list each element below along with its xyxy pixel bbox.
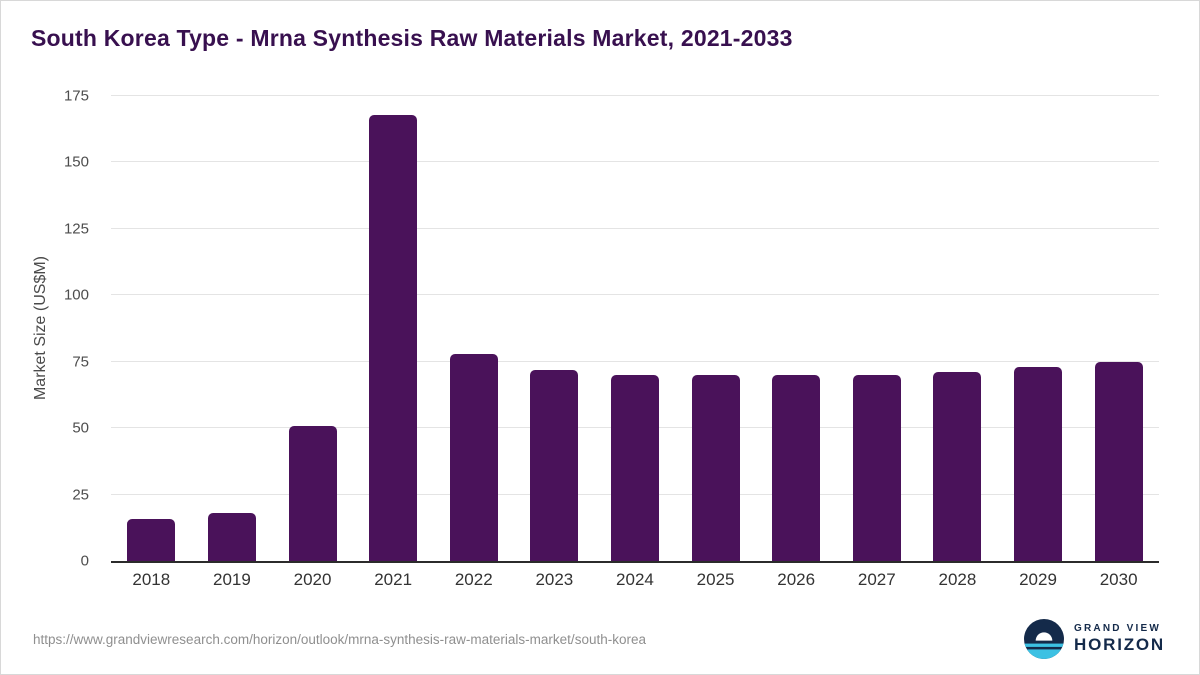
bar-2019 bbox=[207, 513, 256, 561]
source-url: https://www.grandviewresearch.com/horizo… bbox=[33, 632, 646, 647]
y-tick-label-25: 25 bbox=[72, 486, 89, 504]
x-axis-labels: 2018 2019 2020 2021 2022 2023 2024 2025 2026 2027… bbox=[111, 570, 1159, 590]
plot-area bbox=[111, 95, 1159, 563]
gridline bbox=[111, 294, 1159, 296]
x-tick-label-2027: 2027 bbox=[857, 570, 896, 589]
y-axis-title: Market Size (US$M) bbox=[32, 255, 49, 401]
bar-2025 bbox=[691, 375, 740, 561]
y-tick-label-0: 0 bbox=[80, 552, 89, 570]
chart-title: South Korea Type - Mrna Synthesis Raw Ma… bbox=[31, 25, 793, 51]
x-tick-label-2025: 2025 bbox=[696, 570, 735, 589]
y-tick-label-50: 50 bbox=[72, 419, 89, 437]
bar-slot-2025 bbox=[675, 96, 756, 561]
gridline bbox=[111, 161, 1159, 163]
gridline bbox=[111, 360, 1159, 362]
bar-2023 bbox=[530, 369, 579, 561]
logo-text-top: GRAND VIEW bbox=[1074, 623, 1162, 635]
bar-slot-2018 bbox=[111, 96, 192, 561]
x-tick-label-2028: 2028 bbox=[938, 570, 977, 589]
x-tick-label-2020: 2020 bbox=[293, 570, 332, 589]
y-tick-label-75: 75 bbox=[72, 353, 89, 371]
bar-slot-2030 bbox=[1078, 96, 1159, 561]
bar-slot-2029 bbox=[998, 96, 1079, 561]
bar-2020 bbox=[288, 425, 337, 561]
y-tick-label-175: 175 bbox=[63, 87, 89, 105]
bars bbox=[111, 96, 1159, 561]
gridline bbox=[111, 227, 1159, 229]
bar-2024 bbox=[610, 375, 659, 561]
bar-slot-2024 bbox=[595, 96, 676, 561]
bar-slot-2026 bbox=[756, 96, 837, 561]
x-tick-label-2029: 2029 bbox=[1019, 570, 1057, 589]
bar-slot-2023 bbox=[514, 96, 595, 561]
logo-text: GRAND VIEW HORIZON bbox=[1074, 623, 1165, 654]
x-tick-label-2021: 2021 bbox=[374, 570, 413, 589]
bar-2030 bbox=[1094, 361, 1143, 561]
bar-slot-2021 bbox=[353, 96, 434, 561]
y-tick-label-150: 150 bbox=[63, 153, 89, 171]
y-tick-label-100: 100 bbox=[63, 286, 89, 304]
y-axis-ticks: 0 25 50 75 100 125 150 175 bbox=[51, 88, 101, 570]
bar-slot-2022 bbox=[433, 96, 514, 561]
x-tick-label-2026: 2026 bbox=[777, 570, 816, 589]
bar-2028 bbox=[933, 372, 982, 561]
logo-text-bottom: HORIZON bbox=[1074, 634, 1165, 654]
bar-2021 bbox=[369, 114, 418, 561]
bar-slot-2019 bbox=[192, 96, 273, 561]
x-tick-label-2022: 2022 bbox=[454, 570, 493, 589]
bar-2018 bbox=[127, 518, 176, 561]
bar-2026 bbox=[772, 375, 821, 561]
y-tick-label-125: 125 bbox=[63, 220, 89, 238]
bar-2027 bbox=[852, 375, 901, 561]
bar-2022 bbox=[449, 353, 498, 561]
x-tick-label-2019: 2019 bbox=[213, 570, 251, 589]
bar-2029 bbox=[1014, 367, 1062, 561]
bar-slot-2027 bbox=[836, 96, 917, 561]
bar-slot-2020 bbox=[272, 96, 353, 561]
x-tick-label-2023: 2023 bbox=[535, 570, 574, 589]
bar-slot-2028 bbox=[917, 96, 998, 561]
x-tick-label-2030: 2030 bbox=[1099, 570, 1138, 589]
gridline bbox=[111, 95, 1159, 96]
x-tick-label-2018: 2018 bbox=[132, 570, 171, 589]
horizon-logo-icon bbox=[1024, 619, 1065, 659]
x-tick-label-2024: 2024 bbox=[616, 570, 654, 589]
grand-view-horizon-logo: GRAND VIEW HORIZON bbox=[1024, 619, 1165, 659]
